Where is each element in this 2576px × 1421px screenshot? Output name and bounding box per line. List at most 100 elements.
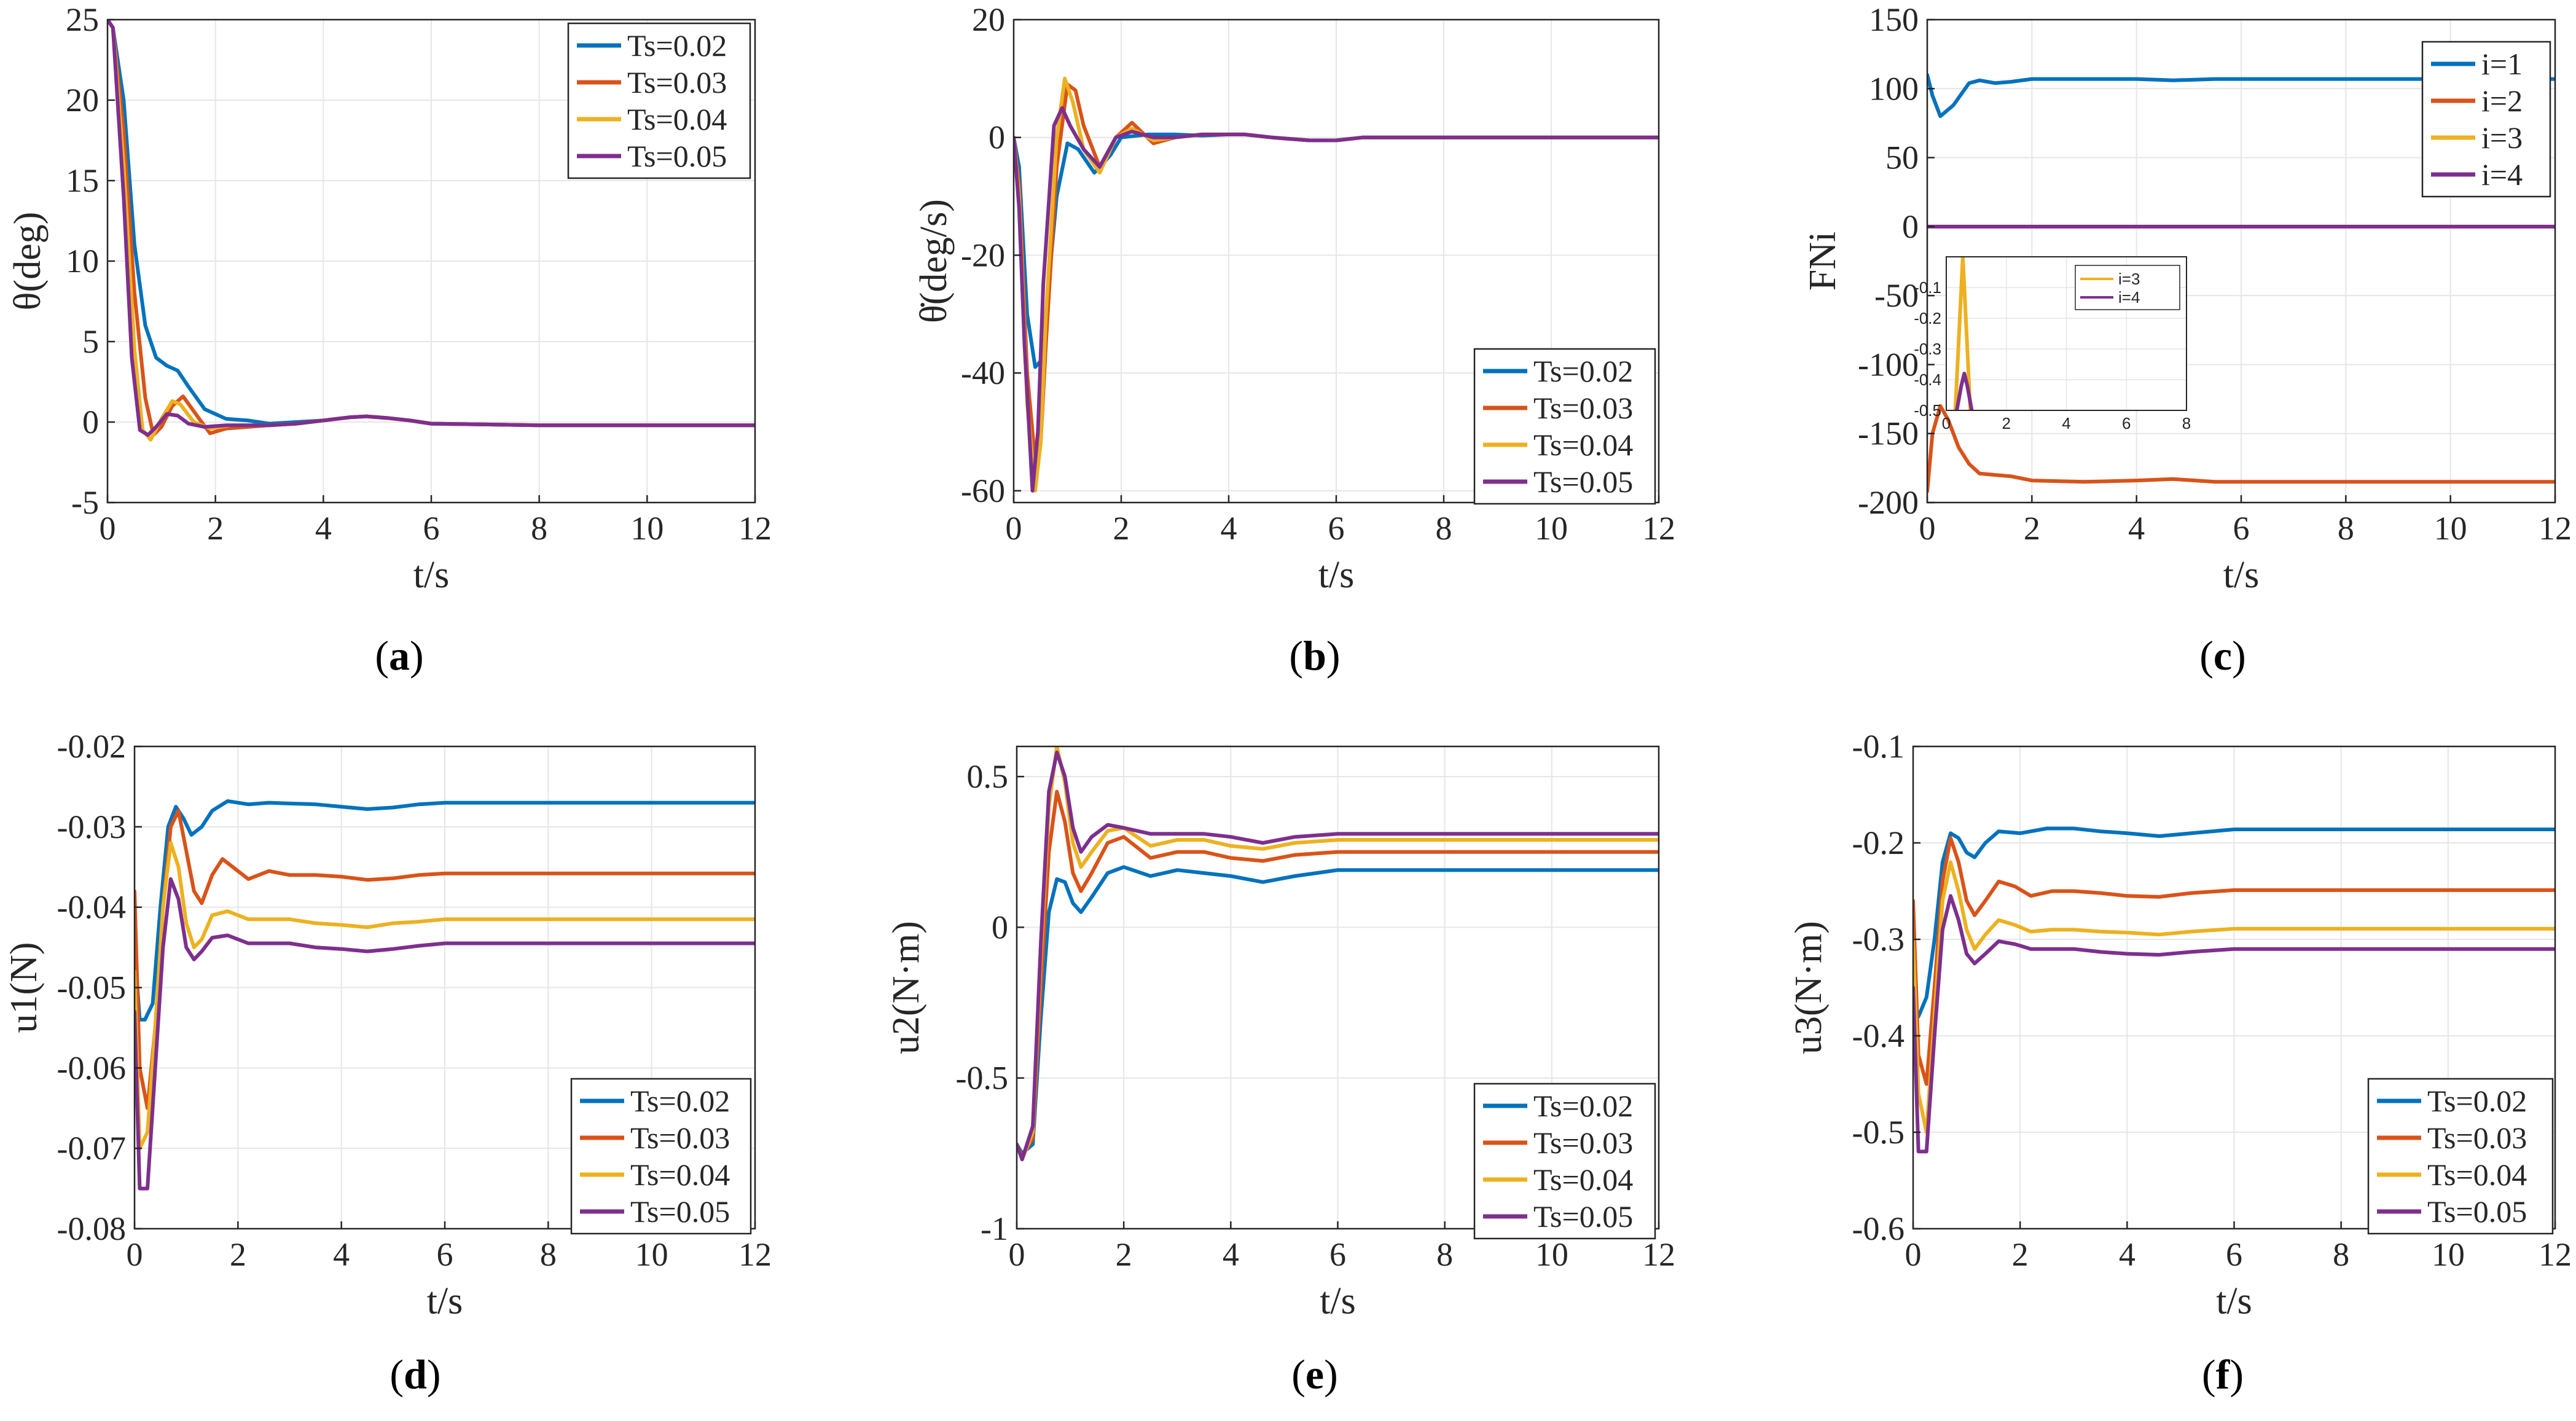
series-line-Ts=0.04 bbox=[135, 841, 755, 1151]
inset-x-tick-label: 6 bbox=[2122, 414, 2131, 433]
legend-box bbox=[570, 1078, 752, 1235]
x-tick-label: 2 bbox=[2012, 1236, 2029, 1273]
inset-legend-entry: i=4 bbox=[2118, 288, 2140, 307]
y-tick-label: -0.4 bbox=[1852, 1017, 1905, 1054]
series-line-i=1 bbox=[1927, 72, 2555, 119]
x-axis-label: t/s bbox=[2216, 1280, 2252, 1322]
inset-axes-box bbox=[1946, 256, 2187, 411]
legend-entry: Ts=0.04 bbox=[1533, 428, 1633, 462]
x-tick-label: 6 bbox=[437, 1236, 453, 1273]
y-tick-label: 15 bbox=[66, 162, 99, 199]
legend-entry: Ts=0.02 bbox=[1533, 1089, 1633, 1123]
caption-paren-open: ( bbox=[2202, 1351, 2216, 1398]
x-tick-label: 10 bbox=[2432, 1236, 2465, 1273]
y-tick-label: -0.6 bbox=[1852, 1210, 1905, 1247]
x-tick-label: 10 bbox=[630, 510, 664, 547]
x-tick-label: 6 bbox=[1329, 1236, 1346, 1273]
legend-entry: Ts=0.05 bbox=[1533, 1199, 1633, 1234]
y-tick-label: -60 bbox=[961, 472, 1005, 509]
x-tick-label: 0 bbox=[100, 510, 116, 547]
series-group bbox=[1913, 826, 2555, 1154]
x-tick-label: 4 bbox=[1221, 510, 1237, 547]
x-tick-label: 6 bbox=[423, 510, 440, 547]
y-tick-label: -0.02 bbox=[57, 728, 126, 765]
series-line-i=2 bbox=[1927, 404, 2555, 493]
legend-entry: Ts=0.03 bbox=[1533, 1125, 1633, 1160]
series-group bbox=[1014, 76, 1659, 493]
series-line-Ts=0.04 bbox=[1913, 860, 2555, 1134]
y-tick-label: 5 bbox=[82, 323, 99, 360]
chart-panel-f: 0 2 4 6 8 10 12 -0.6 -0.5 -0.4 -0.3 -0.2 -0.1 t/s u3(N… bbox=[1788, 728, 2572, 1398]
caption-paren-open: ( bbox=[1291, 1351, 1306, 1398]
panel-caption: (f) bbox=[2202, 1351, 2244, 1398]
caption-letter: d bbox=[404, 1351, 427, 1398]
y-tick-label: 100 bbox=[1869, 70, 1919, 107]
y-tick-label: 20 bbox=[972, 1, 1005, 38]
y-tick-label: 0 bbox=[1902, 208, 1919, 245]
caption-letter: a bbox=[389, 632, 410, 679]
y-tick-label: -0.06 bbox=[57, 1049, 126, 1086]
legend-entry: Ts=0.03 bbox=[1533, 391, 1633, 425]
y-tick-label: 0.5 bbox=[967, 758, 1009, 795]
legend: i=1i=2i=3i=4 bbox=[2421, 41, 2551, 198]
x-tick-label: 8 bbox=[531, 510, 547, 547]
inset-y-tick-label: -0.4 bbox=[1914, 370, 1941, 389]
x-tick-label: 0 bbox=[1919, 510, 1936, 547]
x-tick-label: 12 bbox=[2539, 1236, 2572, 1273]
inset-x-tick-label: 2 bbox=[2002, 414, 2011, 433]
legend-entry: Ts=0.03 bbox=[2427, 1121, 2527, 1155]
legend-entry: Ts=0.02 bbox=[630, 1084, 730, 1118]
y-tick-label: -20 bbox=[961, 237, 1005, 273]
x-tick-label: 12 bbox=[738, 510, 772, 547]
legend-entry: i=2 bbox=[2481, 84, 2523, 118]
legend-box bbox=[2367, 1078, 2554, 1235]
legend-entry: Ts=0.03 bbox=[627, 65, 727, 100]
x-tick-label: 0 bbox=[1905, 1236, 1922, 1273]
caption-paren-close: ) bbox=[1326, 632, 1341, 679]
y-axis-label: FNi bbox=[1802, 232, 1844, 291]
y-tick-label: -0.1 bbox=[1852, 728, 1905, 765]
x-tick-label: 6 bbox=[2226, 1236, 2242, 1273]
y-tick-label: -0.5 bbox=[956, 1060, 1008, 1097]
caption-letter: e bbox=[1306, 1351, 1324, 1398]
legend-box bbox=[567, 22, 751, 179]
legend-entry: Ts=0.04 bbox=[2427, 1157, 2527, 1192]
y-tick-label: -0.3 bbox=[1852, 921, 1905, 958]
y-axis-label: u3(N·m) bbox=[1788, 921, 1830, 1054]
series-group bbox=[108, 20, 755, 442]
panel-caption: (b) bbox=[1289, 632, 1340, 679]
caption-paren-open: ( bbox=[2199, 632, 2214, 679]
series-line-Ts=0.02 bbox=[1913, 826, 2555, 1019]
caption-paren-close: ) bbox=[410, 632, 424, 679]
x-tick-label: 2 bbox=[2024, 510, 2040, 547]
x-tick-label: 0 bbox=[1006, 510, 1022, 547]
x-tick-label: 8 bbox=[2338, 510, 2354, 547]
inset-series-line-i=3 bbox=[1953, 257, 1973, 410]
x-tick-label: 12 bbox=[738, 1236, 772, 1273]
x-tick-label: 8 bbox=[1436, 1236, 1453, 1273]
inset-y-tick-label: -0.1 bbox=[1914, 278, 1941, 297]
y-tick-label: -0.07 bbox=[57, 1130, 126, 1167]
legend-entry: i=3 bbox=[2481, 120, 2523, 155]
panel-caption: (c) bbox=[2199, 632, 2246, 679]
x-tick-label: 12 bbox=[2539, 510, 2572, 547]
y-tick-label: -100 bbox=[1858, 346, 1919, 383]
x-tick-label: 2 bbox=[207, 510, 224, 547]
chart-panel-d: 0 2 4 6 8 10 12 -0.08 -0.07 -0.06 -0.05 -0.04 -0.03 -… bbox=[3, 728, 772, 1398]
legend-box bbox=[2421, 41, 2551, 198]
y-tick-label: -0.5 bbox=[1852, 1114, 1905, 1151]
y-tick-label: 150 bbox=[1869, 1, 1919, 38]
x-tick-label: 6 bbox=[2233, 510, 2250, 547]
y-tick-label: -0.03 bbox=[57, 808, 126, 845]
y-axis-label: u2(N·m) bbox=[885, 921, 927, 1054]
chart-panel-e: 0 2 4 6 8 10 12-1-0.500.5t/su2(N·m)(e)Ts=0.02T… bbox=[885, 745, 1675, 1398]
caption-paren-close: ) bbox=[1324, 1351, 1338, 1398]
x-axis-label: t/s bbox=[1318, 554, 1355, 596]
y-tick-label: -200 bbox=[1858, 484, 1919, 521]
